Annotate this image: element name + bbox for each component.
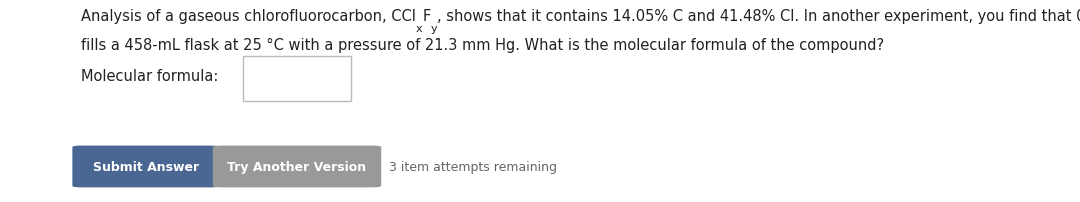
Text: , shows that it contains 14.05% C and 41.48% Cl. In another experiment, you find: , shows that it contains 14.05% C and 41…	[437, 9, 1080, 24]
Text: Submit Answer: Submit Answer	[93, 160, 199, 173]
FancyBboxPatch shape	[213, 146, 381, 187]
FancyBboxPatch shape	[243, 57, 351, 101]
Text: y: y	[431, 24, 437, 34]
Text: F: F	[422, 9, 431, 24]
Text: Analysis of a gaseous chlorofluorocarbon, CCl: Analysis of a gaseous chlorofluorocarbon…	[81, 9, 416, 24]
Text: fills a 458-mL flask at 25 °C with a pressure of 21.3 mm Hg. What is the molecul: fills a 458-mL flask at 25 °C with a pre…	[81, 38, 885, 53]
Text: x: x	[416, 24, 422, 34]
Text: Try Another Version: Try Another Version	[228, 160, 366, 173]
FancyBboxPatch shape	[72, 146, 219, 187]
Text: 3 item attempts remaining: 3 item attempts remaining	[389, 160, 557, 173]
Text: Molecular formula:: Molecular formula:	[81, 69, 218, 84]
